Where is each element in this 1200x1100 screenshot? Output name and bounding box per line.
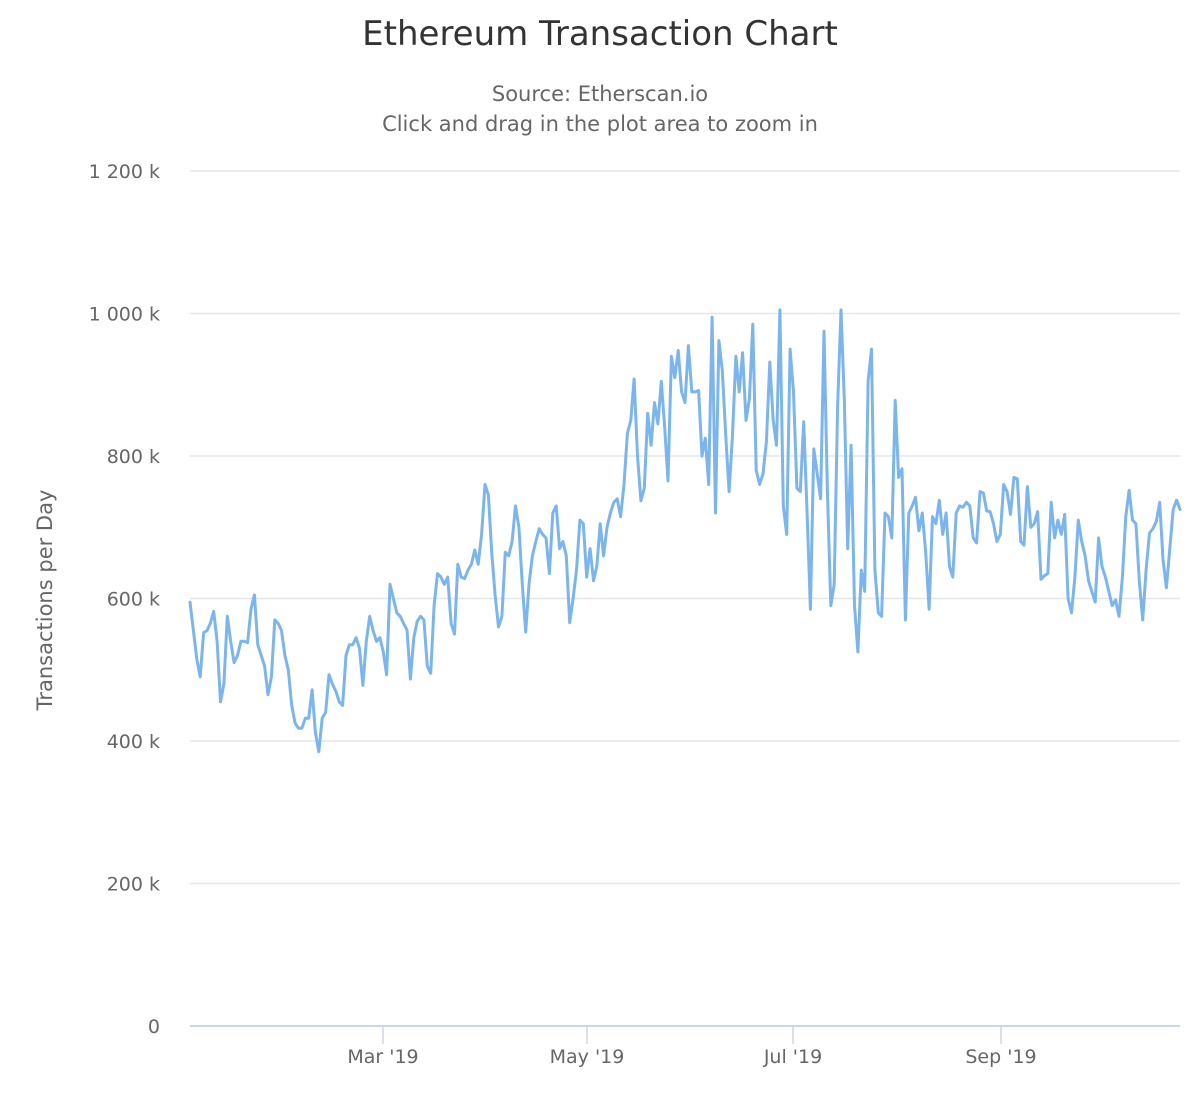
- y-axis-label: Transactions per Day: [33, 490, 57, 712]
- y-tick-label: 400 k: [107, 731, 160, 753]
- series-line-transactions[interactable]: [188, 308, 1182, 754]
- x-tick-label: Mar '19: [347, 1046, 418, 1068]
- x-tick-label: Jul '19: [763, 1046, 822, 1068]
- y-tick-label: 1 200 k: [89, 161, 160, 183]
- chart-subtitle: Source: Etherscan.io: [491, 82, 709, 106]
- y-tick-label: 600 k: [107, 589, 160, 611]
- chart-title: Ethereum Transaction Chart: [362, 14, 838, 54]
- y-tick-label: 800 k: [107, 446, 160, 468]
- y-tick-label: 0: [148, 1016, 160, 1038]
- x-tick-label: Sep '19: [965, 1046, 1036, 1068]
- plot-area[interactable]: [190, 160, 1180, 1026]
- y-tick-label: 1 000 k: [89, 304, 160, 326]
- y-axis-ticks: 0 200 k 400 k 600 k 800 k 1 000 k 1 200 k: [89, 161, 160, 1038]
- zoom-hint: Click and drag in the plot area to zoom …: [382, 112, 818, 136]
- y-tick-label: 200 k: [107, 874, 160, 896]
- x-tick-label: May '19: [550, 1046, 625, 1068]
- gridlines: [190, 170, 1180, 885]
- x-axis: Mar '19 May '19 Jul '19 Sep '19: [190, 1025, 1180, 1068]
